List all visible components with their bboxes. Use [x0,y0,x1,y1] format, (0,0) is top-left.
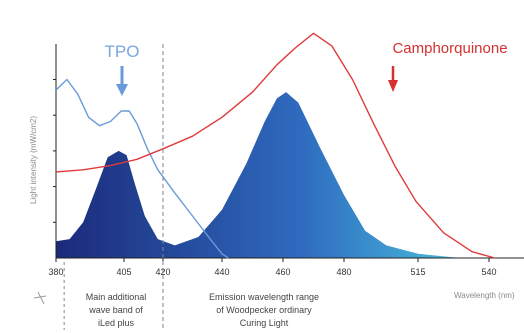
x-tick-label: 380 [48,267,63,277]
note-right-line-1: Emission wavelength range [209,292,319,302]
y-axis-title: Light intensity (mW/cm2) [29,116,38,204]
x-tick-label: 460 [275,267,290,277]
x-axis-ticks: 380 405 420 440 460 480 515 540 [48,258,497,277]
x-tick-label: 405 [116,267,131,277]
x-tick-label: 440 [214,267,229,277]
small-bulb-icon [33,291,47,305]
note-left-line-2: wave band of [88,305,143,315]
tpo-label: TPO [105,42,140,61]
camphorquinone-line [55,32,495,259]
note-right-line-3: Curing Light [240,318,289,328]
x-tick-label: 540 [481,267,496,277]
note-left-line-1: Main additional [86,292,147,302]
y-axis-ticks [53,79,56,223]
note-right-line-2: of Woodpecker ordinary [216,305,312,315]
tpo-line [55,78,229,259]
note-left-line-3: iLed plus [98,318,135,328]
emission-area-layer [56,92,504,258]
camphorquinone-label: Camphorquinone [392,40,507,57]
series-lines [55,32,495,259]
emission-area [56,92,504,258]
x-tick-label: 480 [336,267,351,277]
x-tick-label: 515 [410,267,425,277]
camphorquinone-arrow-icon [388,66,398,92]
x-axis-title: Wavelength (nm) [454,291,515,300]
tpo-arrow-icon [116,66,128,96]
